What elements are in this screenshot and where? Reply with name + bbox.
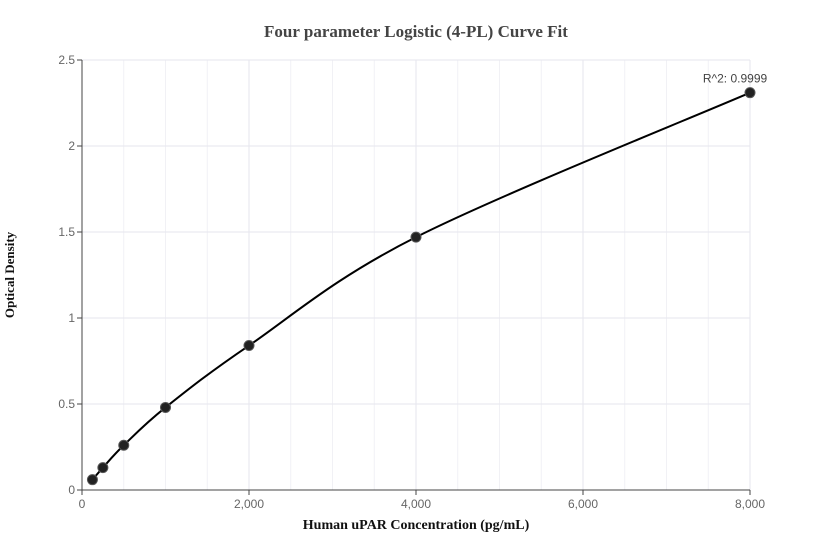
data-point bbox=[86, 474, 98, 486]
axes bbox=[77, 59, 751, 495]
x-tick-label: 8,000 bbox=[735, 497, 765, 511]
data-point bbox=[744, 87, 756, 99]
tick-labels: 0 0.5 1 1.5 2 2.5 0 2,000 4,000 6,000 8,000 bbox=[58, 53, 765, 511]
x-tick-label: 0 bbox=[79, 497, 86, 511]
y-tick-label: 2 bbox=[68, 139, 75, 153]
y-axis-title-text: Optical Density bbox=[2, 231, 17, 319]
data-point bbox=[97, 462, 109, 474]
y-tick-label: 1 bbox=[68, 311, 75, 325]
y-tick-label: 2.5 bbox=[58, 53, 75, 67]
chart-title: Four parameter Logistic (4-PL) Curve Fit bbox=[264, 22, 568, 41]
x-tick-label: 4,000 bbox=[401, 497, 431, 511]
data-point bbox=[410, 231, 422, 243]
y-tick-label: 0 bbox=[68, 483, 75, 497]
data-points bbox=[86, 87, 756, 486]
data-point bbox=[118, 439, 130, 451]
fit-curve bbox=[91, 91, 751, 481]
y-tick-label: 0.5 bbox=[58, 397, 75, 411]
grid bbox=[82, 59, 751, 490]
x-tick-label: 6,000 bbox=[568, 497, 598, 511]
data-point bbox=[243, 340, 255, 352]
data-point bbox=[160, 401, 171, 413]
r-squared-annotation: R^2: 0.9999 bbox=[703, 72, 768, 86]
x-tick-label: 2,000 bbox=[234, 497, 264, 511]
y-tick-label: 1.5 bbox=[58, 225, 75, 239]
x-axis-title: Human uPAR Concentration (pg/mL) bbox=[302, 518, 530, 533]
